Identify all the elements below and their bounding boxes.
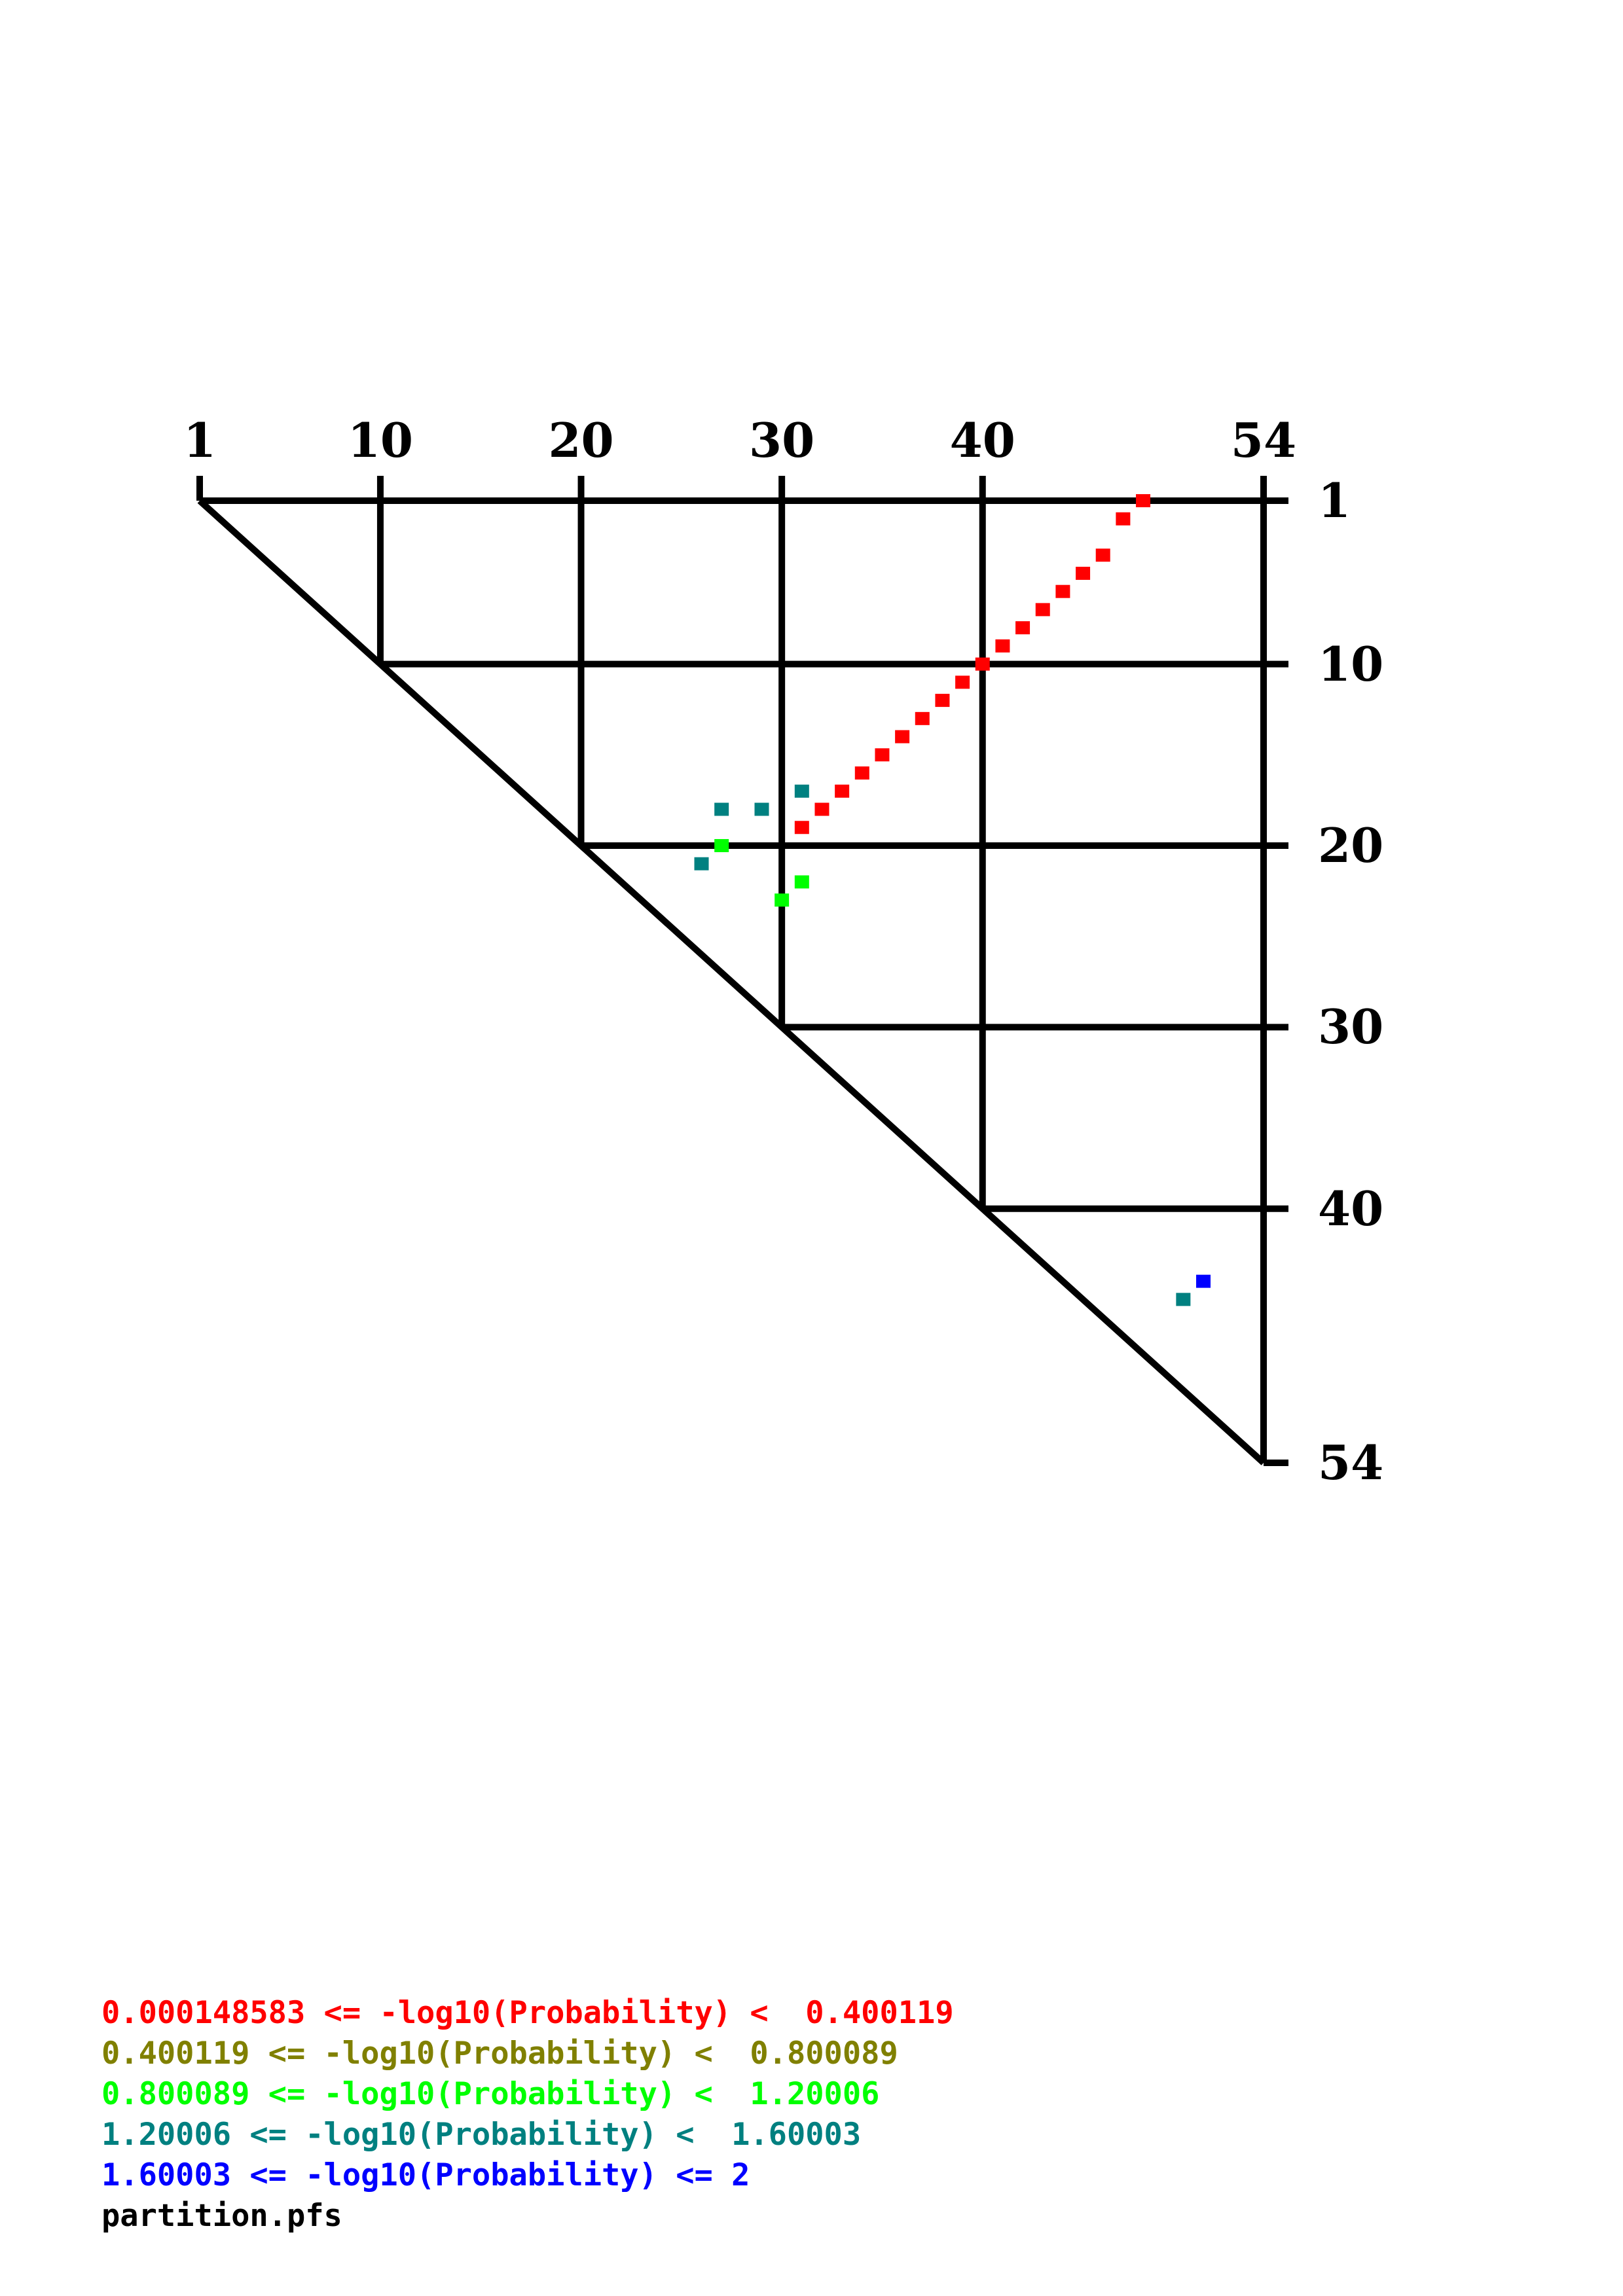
data-point[interactable] — [714, 802, 729, 816]
data-point[interactable] — [975, 657, 990, 671]
data-point[interactable] — [1116, 512, 1131, 526]
data-point[interactable] — [794, 784, 809, 798]
data-point[interactable] — [1196, 1274, 1211, 1288]
y-tick-label: 40 — [1318, 1180, 1384, 1236]
data-point[interactable] — [995, 639, 1010, 653]
x-tick-label: 54 — [1230, 412, 1297, 468]
data-point[interactable] — [1035, 603, 1050, 617]
legend-item: 0.800089 <= -log10(Probability) < 1.2000… — [101, 2076, 880, 2112]
filename-label: partition.pfs — [101, 2198, 342, 2234]
dotplot-canvas — [196, 476, 1288, 1466]
y-tick-label: 30 — [1318, 999, 1384, 1055]
data-point[interactable] — [694, 857, 709, 870]
x-tick-label: 10 — [347, 412, 414, 468]
y-tick-label: 20 — [1318, 817, 1384, 873]
grid-layer — [196, 476, 1288, 1466]
data-points-layer — [694, 494, 1211, 1306]
legend-item: 0.000148583 <= -log10(Probability) < 0.4… — [101, 1995, 954, 2031]
data-point[interactable] — [1055, 584, 1070, 598]
data-point[interactable] — [1136, 494, 1151, 507]
data-point[interactable] — [935, 694, 950, 708]
y-tick-label: 54 — [1318, 1435, 1384, 1490]
data-point[interactable] — [775, 893, 790, 907]
legend-item: 1.60003 <= -log10(Probability) <= 2 — [101, 2157, 750, 2193]
data-point[interactable] — [1015, 621, 1030, 635]
data-point[interactable] — [754, 802, 769, 816]
data-point[interactable] — [814, 802, 830, 816]
legend-item: 1.20006 <= -log10(Probability) < 1.60003 — [101, 2117, 862, 2153]
x-tick-label: 30 — [749, 412, 815, 468]
data-point[interactable] — [1176, 1293, 1191, 1306]
data-point[interactable] — [794, 821, 809, 834]
data-point[interactable] — [1076, 566, 1091, 580]
data-point[interactable] — [835, 784, 850, 798]
legend: 0.000148583 <= -log10(Probability) < 0.4… — [101, 1993, 1542, 2236]
x-tick-label: 40 — [949, 412, 1015, 468]
x-tick-label: 1 — [183, 412, 217, 468]
y-tick-label: 1 — [1318, 473, 1351, 528]
data-point[interactable] — [955, 675, 970, 689]
data-point[interactable] — [854, 766, 869, 780]
x-tick-label: 20 — [548, 412, 614, 468]
diagonal-boundary — [197, 498, 1266, 1465]
data-point[interactable] — [714, 838, 729, 852]
data-point[interactable] — [1095, 548, 1110, 562]
data-point[interactable] — [915, 711, 930, 725]
data-point[interactable] — [794, 875, 809, 889]
data-point[interactable] — [875, 748, 890, 762]
data-point[interactable] — [895, 730, 910, 744]
legend-item: 0.400119 <= -log10(Probability) < 0.8000… — [101, 2036, 898, 2072]
y-tick-label: 10 — [1318, 636, 1384, 692]
